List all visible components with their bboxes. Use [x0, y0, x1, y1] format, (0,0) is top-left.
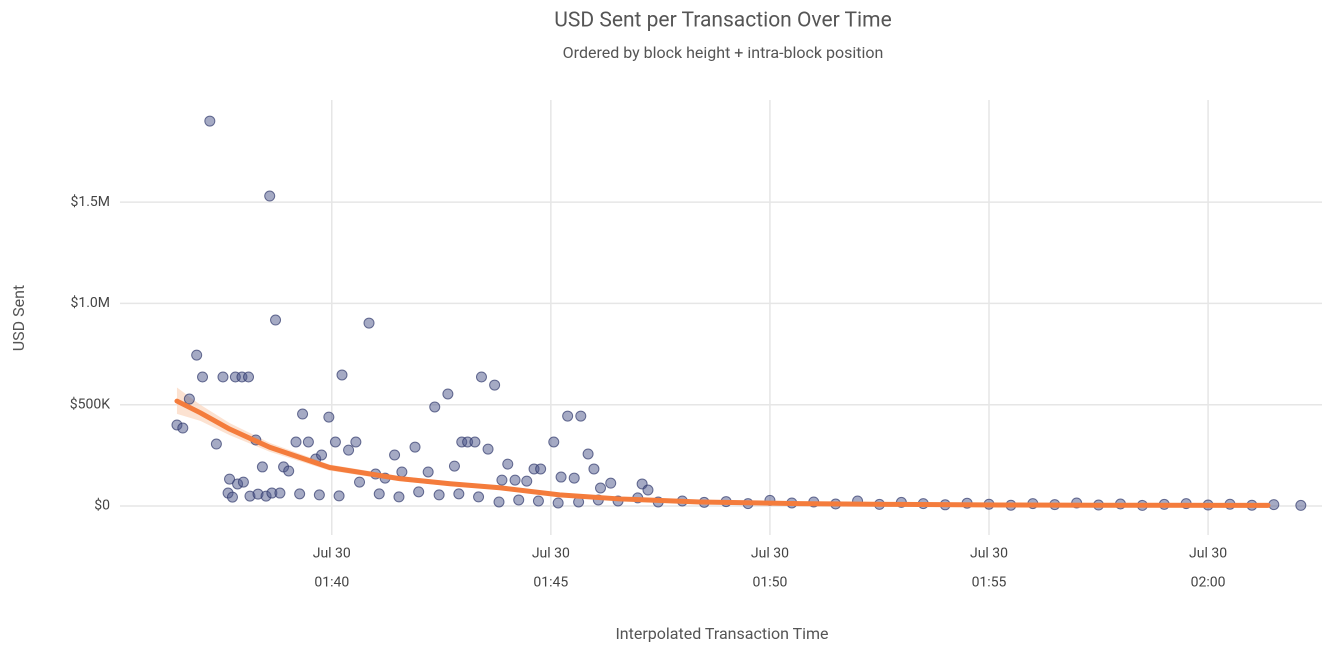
data-point — [177, 422, 189, 434]
data-point — [350, 436, 362, 448]
data-point — [535, 463, 547, 475]
data-point — [290, 436, 302, 448]
x-tick-label: Jul 30 — [313, 546, 351, 562]
y-tick-label: $500K — [70, 395, 110, 412]
data-point — [413, 486, 425, 498]
data-point — [575, 410, 587, 422]
data-point — [532, 495, 544, 507]
x-tick-label: 01:40 — [314, 575, 349, 591]
y-tick-label: $1.5M — [70, 193, 110, 210]
data-point — [513, 494, 525, 506]
data-point — [354, 476, 366, 488]
data-point — [409, 441, 421, 453]
data-point — [204, 115, 216, 127]
data-point — [562, 410, 574, 422]
data-point — [191, 349, 203, 361]
data-point — [217, 371, 229, 383]
data-point — [270, 314, 282, 326]
data-point — [475, 371, 487, 383]
data-point — [453, 488, 465, 500]
data-point — [521, 475, 533, 487]
data-point — [482, 443, 494, 455]
grid — [120, 100, 1322, 535]
data-point — [329, 436, 341, 448]
data-point — [183, 393, 195, 405]
x-axis-label: Interpolated Transaction Time — [615, 624, 828, 643]
data-point — [509, 474, 521, 486]
data-point — [588, 463, 600, 475]
y-axis-label: USD Sent — [9, 285, 28, 351]
data-point — [429, 401, 441, 413]
data-point — [642, 484, 654, 496]
chart-title: USD Sent per Transaction Over Time — [554, 9, 891, 33]
data-point — [323, 411, 335, 423]
data-point — [274, 487, 286, 499]
data-point — [568, 472, 580, 484]
data-point — [294, 488, 306, 500]
data-point — [552, 497, 564, 509]
data-point — [473, 491, 485, 503]
data-point — [502, 458, 514, 470]
data-point — [302, 436, 314, 448]
data-point — [493, 496, 505, 508]
data-point — [389, 449, 401, 461]
x-tick-label: 01:50 — [752, 575, 787, 591]
data-point — [448, 460, 460, 472]
data-point — [605, 477, 617, 489]
data-point — [396, 466, 408, 478]
data-point — [548, 436, 560, 448]
data-point — [496, 474, 508, 486]
x-tick-label: Jul 30 — [751, 546, 789, 562]
data-point — [313, 489, 325, 501]
data-point — [333, 490, 345, 502]
data-point — [226, 491, 238, 503]
data-point — [1295, 499, 1307, 511]
x-tick-label: Jul 30 — [1189, 546, 1227, 562]
data-point — [316, 449, 328, 461]
data-point — [555, 471, 567, 483]
data-point — [582, 448, 594, 460]
data-point — [283, 465, 295, 477]
smooth-line — [174, 398, 1271, 508]
x-tick-label: 02:00 — [1191, 575, 1226, 591]
data-point — [237, 476, 249, 488]
x-tick-label: Jul 30 — [532, 546, 570, 562]
data-point — [433, 489, 445, 501]
data-point — [336, 369, 348, 381]
x-tick-label: 01:55 — [972, 575, 1007, 591]
y-tick-label: $1.0M — [70, 294, 110, 311]
data-point — [197, 371, 209, 383]
data-point — [363, 317, 375, 329]
data-point — [489, 379, 501, 391]
data-point — [243, 371, 255, 383]
data-point — [373, 488, 385, 500]
data-point — [343, 444, 355, 456]
data-point — [224, 473, 236, 485]
data-point — [393, 491, 405, 503]
data-point — [256, 461, 268, 473]
data-point — [297, 408, 309, 420]
marks — [171, 115, 1307, 511]
y-tick-label: $0 — [94, 497, 110, 514]
x-tick-label: 01:45 — [533, 575, 568, 591]
data-point — [469, 436, 481, 448]
chart-subtitle: Ordered by block height + intra-block po… — [563, 43, 884, 62]
data-point — [422, 466, 434, 478]
confidence-band — [176, 387, 1268, 509]
data-point — [595, 482, 607, 494]
data-point — [264, 190, 276, 202]
data-point — [442, 388, 454, 400]
data-point — [210, 438, 222, 450]
x-tick-label: Jul 30 — [970, 546, 1008, 562]
